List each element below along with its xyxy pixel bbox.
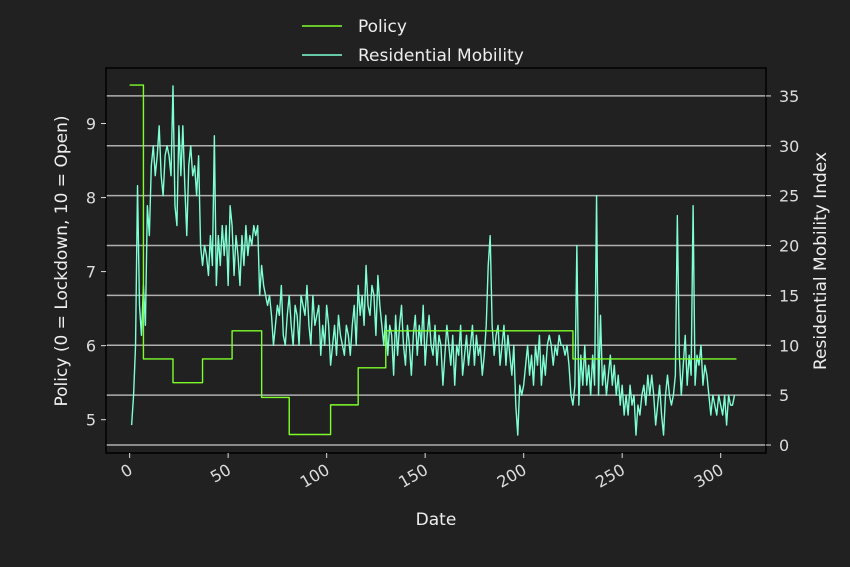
y-right-axis-label: Residential Mobility Index (811, 152, 831, 370)
y-left-tick-label-9: 9 (86, 115, 96, 134)
series-line-residential-mobility (130, 85, 736, 436)
y-left-axis-label: Policy (0 = Lockdown, 10 = Open) (52, 116, 72, 407)
x-axis-label: Date (416, 510, 457, 530)
y-right-tick-label-10: 10 (779, 336, 799, 355)
y-right-tick-label-35: 35 (779, 87, 799, 106)
legend-label-residential-mobility: Residential Mobility (358, 46, 524, 66)
y-right-tick-label-0: 0 (779, 436, 789, 455)
legend: Policy Residential Mobility (302, 17, 524, 66)
y-right-axis-ticks: 0 5 10 15 20 25 30 35 (766, 87, 799, 455)
y-right-tick-label-25: 25 (779, 187, 799, 206)
legend-label-policy: Policy (358, 17, 407, 37)
y-left-axis-ticks: 5 6 7 8 9 (86, 115, 106, 430)
y-left-tick-label-5: 5 (86, 411, 96, 430)
y-right-tick-label-5: 5 (779, 386, 789, 405)
series-lines (129, 84, 737, 436)
y-right-tick-label-15: 15 (779, 286, 799, 305)
y-left-tick-label-7: 7 (86, 263, 96, 282)
y-left-tick-label-6: 6 (86, 337, 96, 356)
y-right-tick-label-20: 20 (779, 237, 799, 256)
y-left-tick-label-8: 8 (86, 189, 96, 208)
series-line-policy (129, 84, 737, 436)
y-right-tick-label-30: 30 (779, 137, 799, 156)
axes-frame (105, 67, 767, 454)
